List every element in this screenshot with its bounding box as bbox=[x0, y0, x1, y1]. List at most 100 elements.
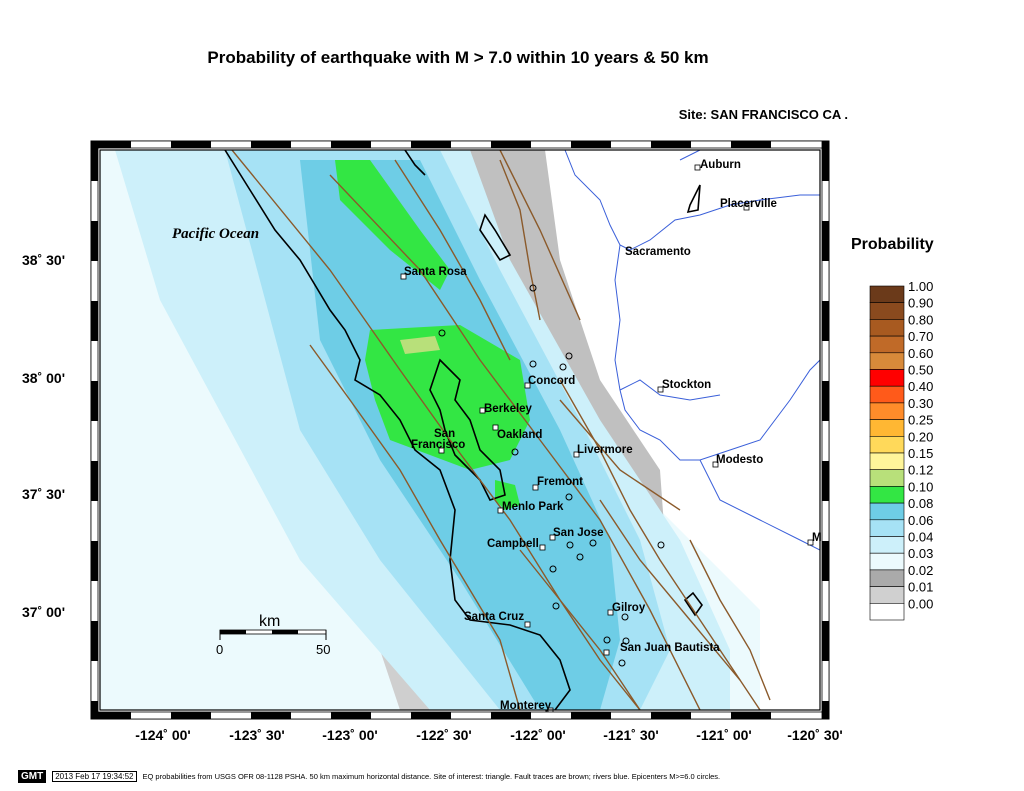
epicenter-circle bbox=[622, 637, 630, 645]
city-label: Auburn bbox=[700, 159, 741, 171]
probability-field bbox=[100, 150, 760, 710]
city-label: Gilroy bbox=[612, 602, 646, 614]
lat-tick: 37˚ 00' bbox=[22, 604, 66, 620]
legend-swatch bbox=[869, 335, 905, 354]
city-marker bbox=[743, 204, 750, 211]
city-marker bbox=[400, 273, 407, 280]
city-marker bbox=[573, 451, 580, 458]
scale-bar: km 0 50 bbox=[216, 613, 330, 657]
city-label: Oakland bbox=[497, 429, 542, 441]
epicenter-circle bbox=[566, 541, 574, 549]
city-marker bbox=[497, 507, 504, 514]
city-label: Santa Rosa bbox=[404, 266, 467, 278]
lon-tick: -123˚ 00' bbox=[322, 727, 378, 743]
city-label: San bbox=[434, 428, 455, 440]
legend-swatch bbox=[869, 469, 905, 487]
city-label: San Jose bbox=[553, 527, 604, 539]
legend-swatch bbox=[869, 602, 905, 621]
legend-label: 0.50 bbox=[908, 363, 933, 378]
city-label: Modesto bbox=[716, 454, 763, 466]
city-label: Berkeley bbox=[484, 403, 533, 415]
legend-swatch bbox=[869, 486, 905, 504]
legend-swatch bbox=[869, 435, 905, 454]
city-marker bbox=[607, 609, 614, 616]
city-marker bbox=[807, 539, 814, 546]
lon-tick: -121˚ 00' bbox=[696, 727, 752, 743]
epicenter-circle bbox=[511, 448, 519, 456]
city-marker bbox=[532, 484, 539, 491]
rivers bbox=[564, 150, 820, 551]
city-label: Concord bbox=[528, 375, 575, 387]
legend-label: 0.00 bbox=[908, 596, 933, 611]
legend-swatch bbox=[869, 385, 905, 404]
legend-label: 0.60 bbox=[908, 346, 933, 361]
legend-label: 0.06 bbox=[908, 513, 933, 528]
legend-swatch bbox=[869, 419, 905, 437]
city-marker bbox=[492, 424, 499, 431]
legend-swatch bbox=[869, 586, 905, 604]
map-frame bbox=[90, 140, 830, 720]
city-marker bbox=[657, 386, 664, 393]
legend-swatch bbox=[869, 569, 905, 587]
legend-swatch bbox=[869, 319, 905, 337]
legend-label: 0.15 bbox=[908, 446, 933, 461]
city-marker bbox=[539, 544, 546, 551]
epicenter-circle bbox=[549, 565, 557, 573]
city-label: San Juan Bautista bbox=[620, 642, 720, 654]
lat-tick: 38˚ 30' bbox=[22, 252, 66, 268]
city-marker bbox=[479, 407, 486, 414]
prob-band-012 bbox=[400, 336, 440, 354]
city-marker bbox=[549, 534, 556, 541]
city-marker bbox=[694, 164, 701, 171]
city-marker bbox=[524, 621, 531, 628]
city-label: Francisco bbox=[411, 439, 465, 451]
city-label: Livermore bbox=[577, 444, 633, 456]
prob-band-010-menlo bbox=[495, 480, 520, 510]
epicenter-circle bbox=[589, 539, 597, 547]
epicenter-circle bbox=[529, 284, 537, 292]
legend-swatch bbox=[869, 536, 905, 554]
coastline bbox=[224, 150, 703, 710]
legend-swatch bbox=[869, 369, 905, 387]
legend-swatch bbox=[869, 302, 905, 320]
epicenter-circle bbox=[529, 360, 537, 368]
city-label: Monterey bbox=[500, 700, 552, 712]
epicenter-circle bbox=[603, 636, 611, 644]
city-label: Fremont bbox=[537, 476, 583, 488]
epicenter-circle bbox=[438, 329, 446, 337]
epicenter-circle bbox=[621, 613, 629, 621]
legend-label: 1.00 bbox=[908, 279, 933, 294]
lon-tick: -121˚ 30' bbox=[603, 727, 659, 743]
timestamp: 2013 Feb 17 19:34:52 bbox=[52, 771, 137, 782]
epicenter-circles bbox=[438, 284, 665, 667]
lon-tick: -124˚ 00' bbox=[135, 727, 191, 743]
city-label: Sacramento bbox=[625, 246, 691, 258]
lon-tick: -120˚ 30' bbox=[787, 727, 843, 743]
scale-start: 0 bbox=[216, 642, 223, 657]
legend-title: Probability bbox=[851, 236, 934, 253]
city-marker bbox=[603, 649, 610, 656]
gmt-badge: GMT bbox=[18, 770, 47, 783]
lat-tick: 37˚ 30' bbox=[22, 486, 66, 502]
epicenter-circle bbox=[576, 553, 584, 561]
legend-label: 0.30 bbox=[908, 396, 933, 411]
epicenter-circle bbox=[565, 352, 573, 360]
city-label: Santa Cruz bbox=[464, 611, 524, 623]
legend-label: 0.70 bbox=[908, 329, 933, 344]
city-label: Campbell bbox=[487, 538, 539, 550]
city-marker bbox=[712, 461, 719, 468]
legend-swatch bbox=[869, 519, 905, 537]
epicenter-circle bbox=[559, 363, 567, 371]
legend-label: 0.02 bbox=[908, 563, 933, 578]
fault-traces bbox=[231, 150, 771, 710]
legend-label: 0.04 bbox=[908, 530, 933, 545]
lat-tick: 38˚ 00' bbox=[22, 370, 66, 386]
legend-colorbar: 1.00 0.900.80 0.70 0.60 0.500.40 0.30 0.250.20… bbox=[869, 279, 933, 621]
legend-label: 0.10 bbox=[908, 479, 933, 494]
ocean-label: Pacific Ocean bbox=[172, 226, 259, 242]
city-label: Placerville bbox=[720, 198, 777, 210]
legend-label: 0.01 bbox=[908, 580, 933, 595]
prob-band-010-north bbox=[335, 160, 450, 290]
city-labels: Auburn Placerville Sacramento Santa Rosa… bbox=[404, 159, 822, 712]
